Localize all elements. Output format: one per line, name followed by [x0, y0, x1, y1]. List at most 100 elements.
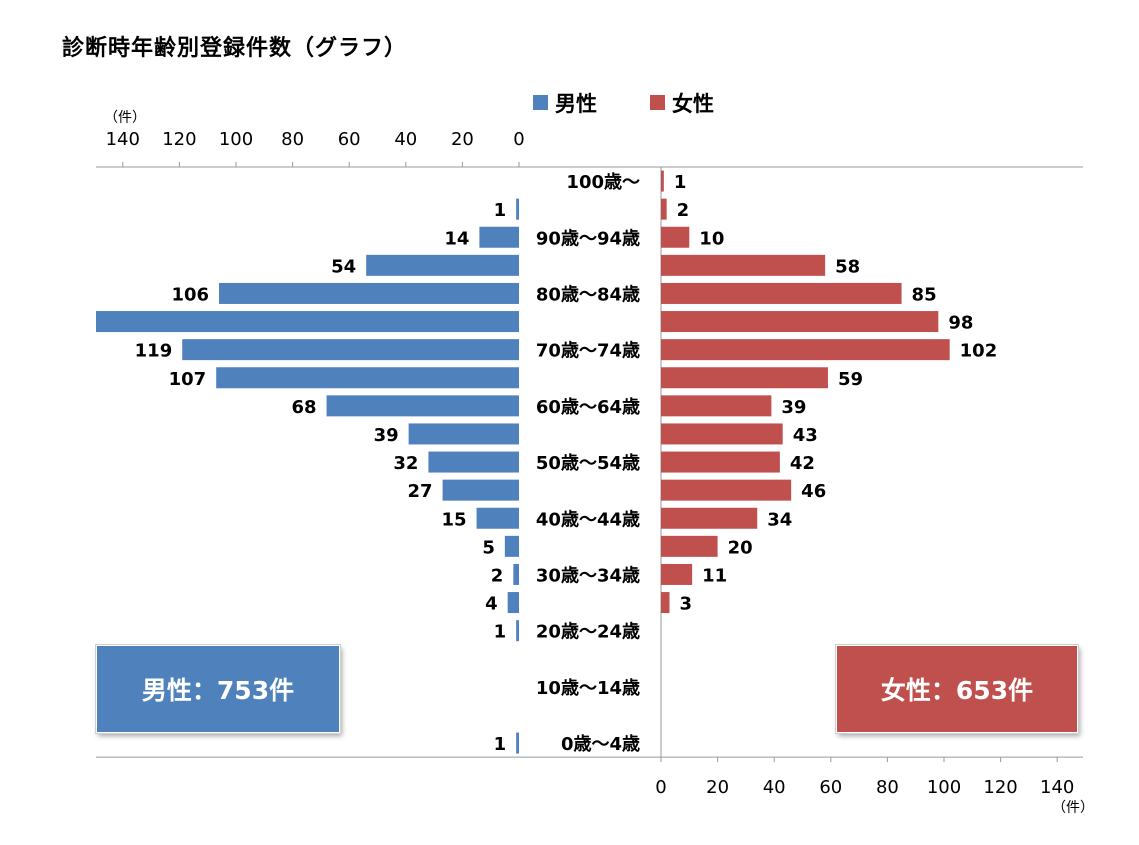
female-tick-label: 40 [763, 777, 786, 798]
female-data-label: 11 [702, 565, 727, 586]
male-bar [516, 620, 519, 642]
male-data-label: 1 [494, 200, 507, 221]
male-bar [428, 451, 519, 473]
female-bar [661, 479, 792, 501]
male-data-label: 1 [494, 622, 507, 643]
male-tick-label: 140 [106, 129, 140, 150]
male-bar [182, 339, 520, 361]
male-data-label: 32 [393, 453, 418, 474]
male-data-label: 15 [441, 509, 466, 530]
female-tick-label: 60 [819, 777, 842, 798]
female-data-label: 59 [838, 369, 863, 390]
female-tick-label: 80 [876, 777, 899, 798]
female-data-label: 98 [948, 313, 973, 334]
female-data-label: 3 [679, 594, 692, 615]
age-category-label: 30歳～34歳 [536, 565, 640, 586]
legend-female-label: 女性 [672, 92, 714, 116]
bottom-unit-label: （件） [1052, 800, 1094, 816]
male-bar [479, 226, 519, 248]
male-tick-label: 120 [162, 129, 196, 150]
male-data-label: 5 [482, 537, 495, 558]
male-bar [516, 198, 519, 220]
female-tick-label: 0 [655, 777, 666, 798]
female-data-label: 1 [674, 172, 687, 193]
female-bar [661, 282, 902, 304]
male-tick-label: 20 [451, 129, 474, 150]
male-bar [516, 732, 519, 754]
female-data-label: 34 [767, 509, 792, 530]
male-data-label: 119 [135, 341, 173, 362]
male-tick-label: 60 [338, 129, 361, 150]
female-tick-label: 140 [1040, 777, 1074, 798]
male-bar [476, 507, 519, 529]
female-data-label: 85 [912, 284, 937, 305]
female-data-label: 2 [677, 200, 690, 221]
male-bar [442, 479, 519, 501]
age-category-label: 0歳～4歳 [561, 734, 640, 755]
female-bar [661, 367, 828, 389]
male-bar [326, 395, 519, 417]
male-bar [366, 254, 519, 276]
female-tick-label: 20 [706, 777, 729, 798]
male-data-label: 107 [169, 369, 207, 390]
male-bar [219, 282, 519, 304]
age-category-label: 50歳～54歳 [536, 453, 640, 474]
male-bar [408, 423, 519, 445]
male-bar [507, 592, 519, 614]
male-data-label: 39 [374, 425, 399, 446]
age-category-label: 40歳～44歳 [536, 509, 640, 530]
male-data-label: 68 [291, 397, 316, 418]
category-labels: 100歳～ 90歳～94歳 80歳～84歳 70歳～74歳 60歳～64歳 50歳～54歳… [536, 172, 640, 755]
male-tick-label: 80 [281, 129, 304, 150]
female-data-label: 42 [790, 453, 815, 474]
age-category-label: 10歳～14歳 [536, 678, 640, 699]
age-category-label: 60歳～64歳 [536, 397, 640, 418]
female-tick-label: 100 [927, 777, 961, 798]
female-data-label: 46 [801, 481, 826, 502]
female-bar [661, 395, 772, 417]
female-bar [661, 339, 950, 361]
female-bar [661, 311, 939, 333]
female-bar [661, 563, 693, 585]
female-data-label: 58 [835, 256, 860, 277]
female-bar [661, 507, 758, 529]
male-data-label: 14 [444, 228, 469, 249]
age-category-label: 20歳～24歳 [536, 622, 640, 643]
male-tick-label: 40 [394, 129, 417, 150]
male-data-label: 54 [331, 256, 356, 277]
male-bar [513, 563, 519, 585]
male-tick-label: 0 [513, 129, 524, 150]
female-data-label: 20 [728, 537, 753, 558]
male-total-box: 男性：753件 [95, 644, 341, 734]
age-category-label: 70歳～74歳 [536, 341, 640, 362]
legend-male-swatch [533, 95, 548, 110]
legend-male-label: 男性 [555, 92, 597, 116]
male-bar [96, 311, 519, 333]
female-bar [661, 170, 664, 192]
female-bar [661, 423, 783, 445]
female-data-label: 39 [781, 397, 806, 418]
female-bar [661, 592, 670, 614]
male-data-label: 106 [171, 284, 209, 305]
male-data-label: 4 [485, 594, 498, 615]
legend-female-swatch [650, 95, 665, 110]
male-bar [216, 367, 519, 389]
female-tick-label: 120 [983, 777, 1017, 798]
age-category-label: 80歳～84歳 [536, 284, 640, 305]
male-data-label: 1 [494, 734, 507, 755]
chart-title: 診断時年齢別登録件数（グラフ） [62, 36, 408, 61]
male-data-label: 2 [491, 565, 504, 586]
male-bar [504, 535, 519, 557]
female-data-label: 43 [793, 425, 818, 446]
female-bar [661, 254, 826, 276]
female-bar [661, 226, 690, 248]
male-tick-label: 100 [219, 129, 253, 150]
female-bar [661, 451, 780, 473]
top-unit-label: （件） [104, 110, 146, 126]
legend: 男性 女性 [533, 92, 714, 116]
bars [96, 170, 950, 754]
female-total-box: 女性：653件 [835, 644, 1079, 734]
age-category-label: 90歳～94歳 [536, 228, 640, 249]
female-bar [661, 198, 667, 220]
